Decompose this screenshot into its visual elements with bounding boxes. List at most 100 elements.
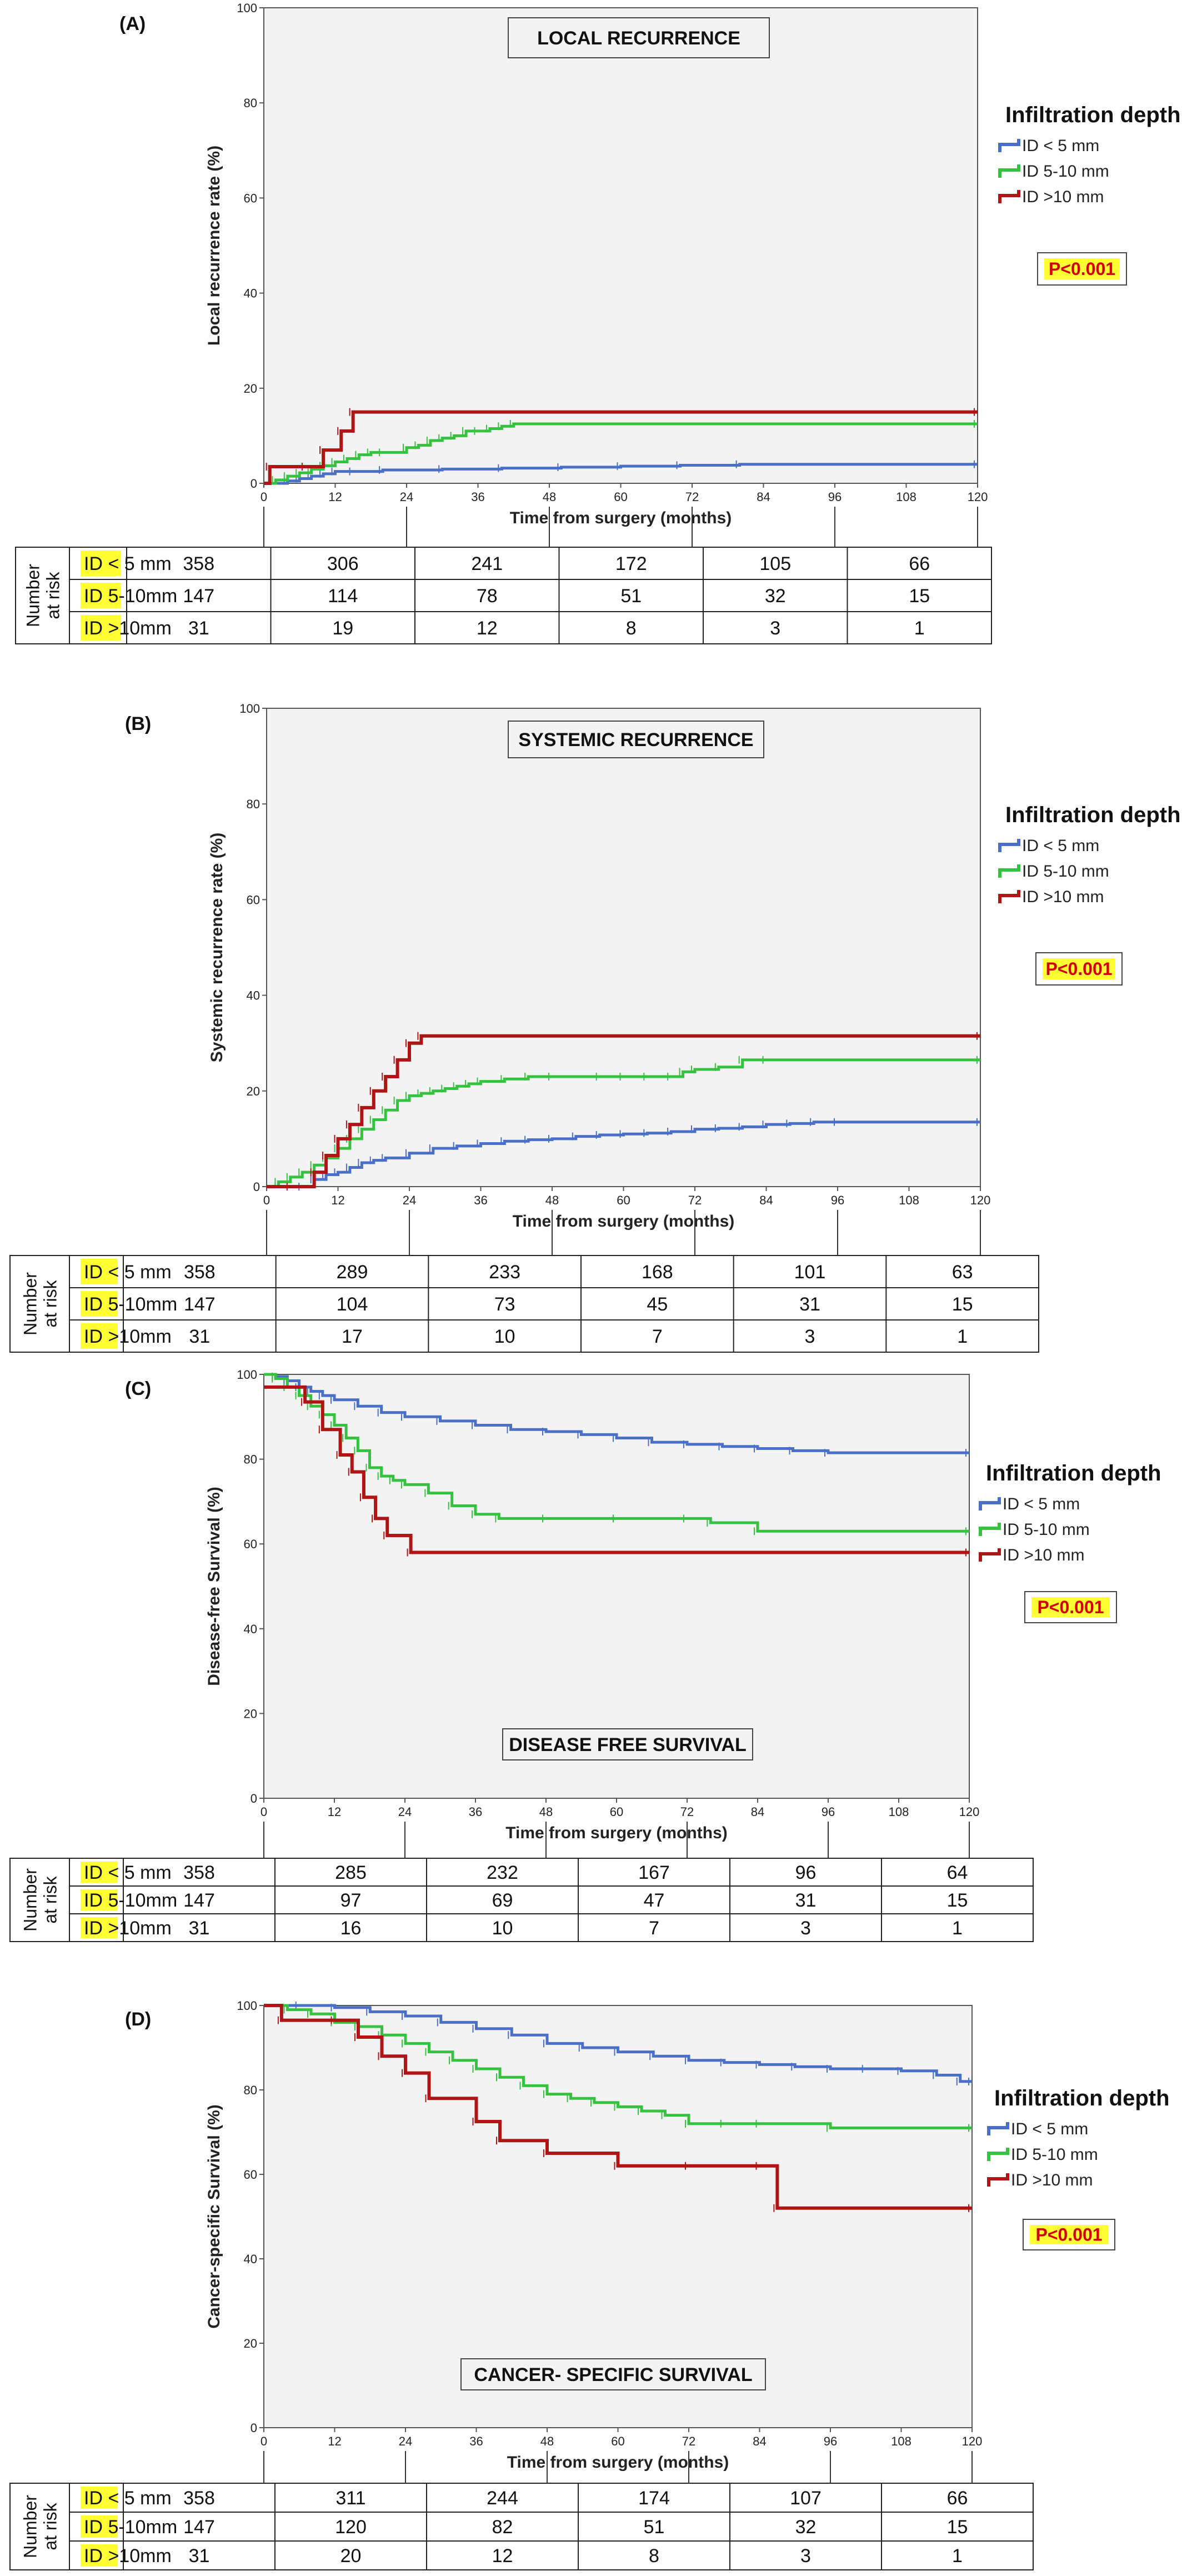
row-label-highlight xyxy=(81,551,121,576)
legend-title: Infiltration depth xyxy=(1005,803,1181,827)
legend-item: ID < 5 mm xyxy=(1011,2120,1088,2138)
x-tick-label: 12 xyxy=(328,1805,341,1819)
risk-value: 66 xyxy=(909,553,930,574)
legend-swatch-red xyxy=(998,890,1020,903)
risk-row-label: ID < 5 mm xyxy=(84,1262,172,1283)
series-line-green xyxy=(264,422,978,485)
x-tick-label: 96 xyxy=(824,2434,837,2448)
x-tick-label: 24 xyxy=(399,2434,412,2448)
risk-value: 12 xyxy=(492,2545,513,2567)
y-tick-label: 0 xyxy=(251,1792,257,1805)
chart-title: DISEASE FREE SURVIVAL xyxy=(509,1734,747,1755)
x-tick-label: 48 xyxy=(540,2434,554,2448)
risk-value: 15 xyxy=(947,1890,968,1911)
y-tick-label: 60 xyxy=(247,893,260,907)
y-tick-label: 40 xyxy=(247,989,260,1003)
risk-value: 51 xyxy=(644,2517,665,2538)
series-line-red xyxy=(267,1034,980,1188)
x-tick-label: 120 xyxy=(962,2434,983,2448)
risk-value: 78 xyxy=(477,586,498,607)
series-line-blue xyxy=(264,463,978,485)
x-tick-label: 0 xyxy=(261,2434,267,2448)
risk-value: 12 xyxy=(477,618,498,639)
y-tick-label: 0 xyxy=(253,1180,260,1194)
x-tick-label: 36 xyxy=(474,1193,487,1207)
y-tick-label: 60 xyxy=(244,1537,257,1551)
legend-item: ID 5-10 mm xyxy=(1022,862,1109,881)
y-tick-label: 60 xyxy=(244,191,257,205)
y-tick-label: 100 xyxy=(237,1368,257,1382)
legend-title: Infiltration depth xyxy=(994,2086,1170,2110)
legend-swatch-blue xyxy=(998,839,1020,852)
risk-value: 3 xyxy=(800,1918,811,1939)
legend-item: ID < 5 mm xyxy=(1003,1495,1080,1513)
risk-table: Number at risk ID < 5 mm ID 5-10mm ID >10mm 3… xyxy=(9,2451,1034,2570)
x-tick-label: 84 xyxy=(759,1193,773,1207)
plot-area xyxy=(263,2005,973,2428)
risk-value: 104 xyxy=(337,1294,368,1315)
risk-value: 64 xyxy=(947,1862,968,1883)
x-tick-label: 84 xyxy=(751,1805,764,1819)
risk-value: 82 xyxy=(492,2517,513,2538)
x-tick-label: 108 xyxy=(891,2434,911,2448)
y-tick-label: 40 xyxy=(244,1622,257,1636)
x-tick-label: 24 xyxy=(400,490,413,504)
risk-value: 15 xyxy=(952,1294,973,1315)
title-box xyxy=(508,17,770,58)
legend-item: ID 5-10 mm xyxy=(1003,1520,1090,1539)
x-tick-label: 36 xyxy=(471,490,484,504)
panel-label: (A) xyxy=(119,13,146,34)
number-at-risk-word: at risk xyxy=(41,1279,61,1327)
risk-value: 31 xyxy=(795,1890,817,1911)
risk-row-label: ID 5-10mm xyxy=(84,586,177,607)
x-tick-label: 72 xyxy=(680,1805,694,1819)
y-tick-label: 60 xyxy=(244,2168,257,2182)
x-tick-label: 48 xyxy=(543,490,556,504)
risk-value: 147 xyxy=(183,586,214,607)
legend-item: ID >10 mm xyxy=(1011,2171,1093,2189)
y-tick-label: 0 xyxy=(251,2421,257,2435)
risk-value: 15 xyxy=(909,586,930,607)
risk-value: 172 xyxy=(615,553,647,574)
y-axis-label: Local recurrence rate (%) xyxy=(205,146,223,346)
x-tick-label: 72 xyxy=(685,490,699,504)
y-tick-label: 20 xyxy=(244,1707,257,1720)
x-tick-label: 60 xyxy=(611,2434,624,2448)
y-tick-label: 100 xyxy=(239,702,260,716)
risk-value: 358 xyxy=(184,1262,216,1283)
legend-item: ID < 5 mm xyxy=(1022,137,1099,155)
x-tick-label: 24 xyxy=(398,1805,412,1819)
risk-value: 168 xyxy=(642,1262,673,1283)
legend-swatch-red xyxy=(998,190,1020,203)
y-axis-label: Cancer-specific Survival (%) xyxy=(205,2104,223,2329)
risk-value: 147 xyxy=(183,1890,215,1911)
risk-table: Number at risk ID < 5 mm ID 5-10mm ID >10mm 3… xyxy=(9,1822,1034,1942)
p-value-highlight xyxy=(1031,1597,1110,1617)
y-tick-label: 0 xyxy=(251,477,257,491)
risk-value: 45 xyxy=(647,1294,668,1315)
legend-title: Infiltration depth xyxy=(986,1461,1161,1485)
series-line-red xyxy=(264,2004,972,2210)
risk-table-frame xyxy=(9,2483,1034,2570)
row-label-highlight xyxy=(81,1323,118,1349)
risk-value: 32 xyxy=(795,2517,817,2538)
risk-value: 174 xyxy=(638,2488,670,2509)
x-tick-label: 12 xyxy=(331,1193,344,1207)
legend-swatch-red xyxy=(987,2173,1009,2187)
x-tick-label: 84 xyxy=(753,2434,766,2448)
number-at-risk-word: at risk xyxy=(41,2502,61,2550)
legend-swatch-blue xyxy=(987,2122,1009,2135)
chart-title: LOCAL RECURRENCE xyxy=(537,28,740,49)
risk-value: 167 xyxy=(638,1862,670,1883)
risk-value: 32 xyxy=(765,586,786,607)
legend-swatch-green xyxy=(998,864,1020,878)
risk-table-frame xyxy=(9,1858,1034,1942)
legend-swatch-blue xyxy=(998,139,1020,152)
risk-value: 47 xyxy=(644,1890,665,1911)
risk-value: 96 xyxy=(795,1862,817,1883)
risk-table-frame xyxy=(15,547,992,644)
risk-value: 241 xyxy=(471,553,503,574)
risk-value: 3 xyxy=(805,1326,815,1347)
y-tick-label: 80 xyxy=(244,2083,257,2097)
risk-value: 358 xyxy=(183,2488,215,2509)
